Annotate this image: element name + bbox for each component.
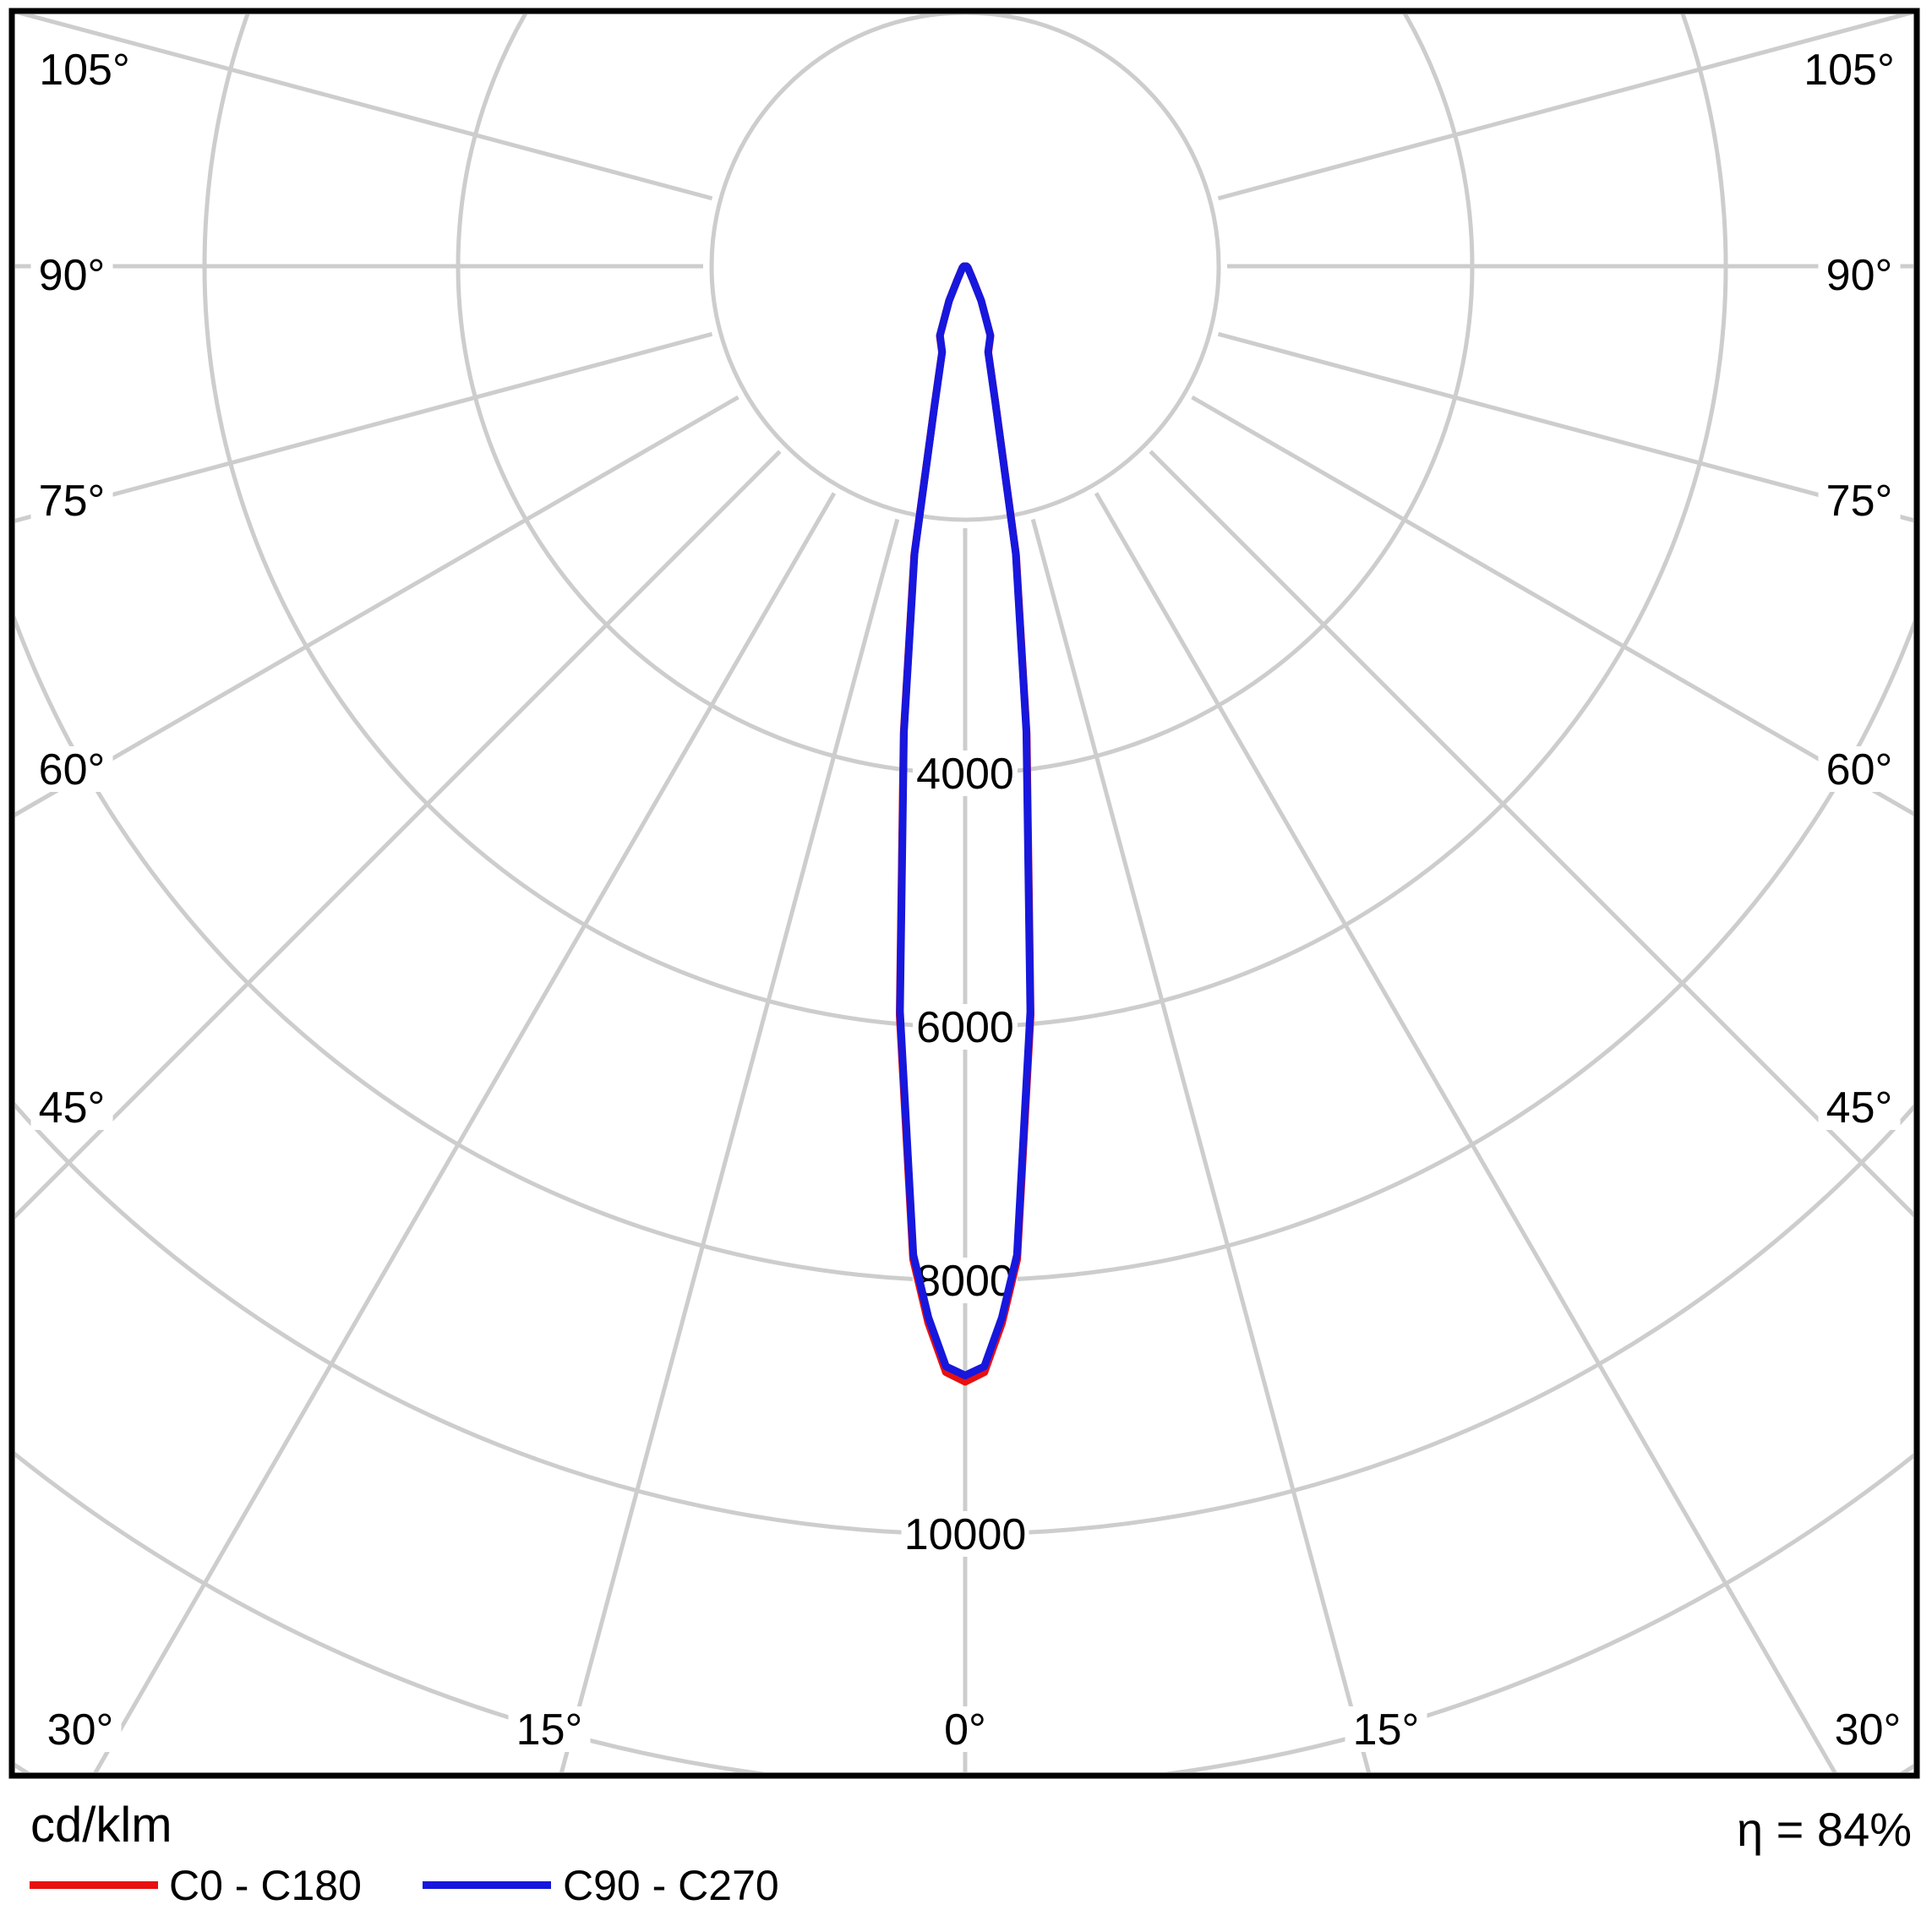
angle-label: 0°: [944, 1706, 986, 1755]
angle-label-halo: [30, 478, 113, 523]
legend-swatch-c90-c270: [423, 1881, 551, 1889]
angle-label-halo: [30, 252, 113, 297]
angle-label: 90°: [1826, 251, 1893, 300]
ring-value-label-halo: [913, 750, 1018, 796]
legend-label-c90-c270: C90 - C270: [563, 1862, 779, 1909]
angle-label: 105°: [39, 46, 130, 95]
angle-label: 75°: [1826, 477, 1893, 526]
angle-label: 30°: [47, 1706, 114, 1755]
angle-label: 90°: [39, 251, 106, 300]
efficiency-value: η = 84%: [1736, 1803, 1912, 1856]
grid-ray: [15, 331, 713, 523]
grid-ray: [1217, 14, 1913, 201]
angle-label: 30°: [1835, 1706, 1902, 1755]
angle-label: 60°: [39, 745, 106, 794]
angle-label-halo: [1797, 46, 1902, 92]
angle-label-halo: [39, 1706, 122, 1752]
angle-label: 75°: [39, 477, 106, 526]
angle-label-halo: [30, 746, 113, 792]
ring-value-label-halo: [901, 1511, 1029, 1557]
angle-label: 105°: [1804, 46, 1895, 95]
grid-ray: [17, 14, 713, 201]
plot-border: [8, 8, 1920, 1779]
angle-label-halo: [936, 1706, 995, 1752]
curve-c90-c270: [896, 262, 1034, 1379]
grid-ray: [15, 395, 740, 817]
grid-ray: [1217, 331, 1913, 523]
grid-ray: [1149, 450, 1913, 1218]
angle-label-halo: [30, 1084, 113, 1130]
angle-label: 60°: [1826, 745, 1893, 794]
ring-value-label: 10000: [904, 1510, 1027, 1559]
angle-label: 15°: [516, 1706, 583, 1755]
grid-ray: [559, 518, 900, 1772]
ring-value-label: 8000: [916, 1257, 1014, 1306]
angle-label: 45°: [1826, 1083, 1893, 1132]
angle-label: 45°: [39, 1083, 106, 1132]
angle-label-halo: [32, 46, 137, 92]
grid-ray: [93, 492, 837, 1772]
angle-label: 15°: [1353, 1706, 1420, 1755]
legend-label-c0-c180: C0 - C180: [169, 1862, 362, 1909]
angle-label-halo: [1818, 252, 1901, 297]
angle-label-halo: [1826, 1706, 1909, 1752]
angle-label-halo: [1818, 1084, 1901, 1130]
angle-label-halo: [1818, 478, 1901, 523]
ring-value-label-halo: [913, 1004, 1018, 1050]
units-label: cd/klm: [30, 1798, 172, 1853]
grid-ring: [709, 14, 1221, 522]
angle-label-halo: [508, 1706, 591, 1752]
grid-ray: [1094, 492, 1837, 1772]
ring-value-label: 6000: [916, 1003, 1014, 1052]
ring-value-label-halo: [913, 1258, 1018, 1303]
legend-swatch-c0-c180: [30, 1881, 158, 1889]
grid-ray: [15, 450, 782, 1220]
grid-ray: [1191, 395, 1913, 816]
grid-ray: [1030, 518, 1372, 1772]
ring-value-label: 4000: [916, 750, 1014, 799]
angle-label-halo: [1818, 746, 1901, 792]
angle-label-halo: [1345, 1706, 1427, 1752]
